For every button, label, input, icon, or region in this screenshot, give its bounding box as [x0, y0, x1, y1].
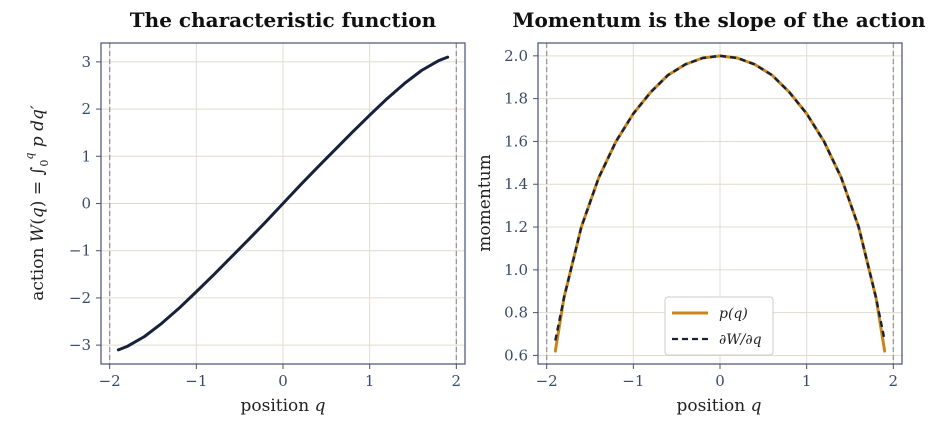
- x-tick-label: 2: [452, 372, 462, 390]
- x-tick-label: 2: [889, 372, 899, 390]
- chart-panel-action: The characteristic function −2 −1 0 1 2 −3 −2…: [23, 8, 466, 416]
- boundary-lines: [546, 43, 894, 364]
- plot-area: [553, 54, 887, 353]
- x-tick-label: −1: [185, 372, 207, 390]
- y-tick-label: −3: [69, 336, 91, 354]
- x-tick-label: −2: [536, 372, 558, 390]
- plot-area: [116, 55, 450, 352]
- y-tick-label: 1.0: [504, 261, 528, 279]
- y-tick-label: 0: [81, 195, 91, 213]
- y-tick-label: 0.8: [504, 304, 528, 322]
- x-tick-label: −2: [99, 372, 121, 390]
- x-tick-label: 0: [278, 372, 288, 390]
- y-tick-label: 0.6: [504, 346, 528, 364]
- x-axis-label: position q: [240, 396, 325, 416]
- chart-title: Momentum is the slope of the action: [512, 8, 926, 32]
- legend: p(q) ∂W/∂q: [664, 296, 774, 356]
- x-ticks: −2 −1 0 1 2: [536, 364, 899, 390]
- y-tick-label: −2: [69, 289, 91, 307]
- y-ticks: 0.6 0.8 1.0 1.2 1.4 1.6 1.8 2.0: [504, 47, 538, 364]
- y-tick-label: 1.8: [504, 90, 528, 108]
- series-line: [554, 54, 886, 341]
- y-tick-label: 1.2: [504, 218, 528, 236]
- legend-label-dw: ∂W/∂q: [719, 332, 762, 348]
- y-tick-label: 3: [81, 53, 91, 71]
- y-axis-label: momentum: [475, 154, 495, 251]
- x-tick-label: −1: [622, 372, 644, 390]
- x-ticks: −2 −1 0 1 2: [99, 364, 462, 390]
- y-tick-label: 1.4: [504, 175, 528, 193]
- x-tick-label: 1: [365, 372, 375, 390]
- x-axis-label: position q: [676, 396, 761, 416]
- y-tick-label: 1: [81, 147, 91, 165]
- y-tick-label: 1.6: [504, 132, 528, 150]
- x-tick-label: 0: [715, 372, 725, 390]
- y-tick-label: 2: [81, 100, 91, 118]
- series-line: [116, 55, 450, 352]
- boundary-lines: [109, 43, 457, 364]
- chart-title: The characteristic function: [130, 8, 437, 32]
- y-tick-label: −1: [69, 242, 91, 260]
- y-axis-label: action W(q) = ∫0q p dq′: [23, 105, 51, 301]
- y-ticks: −3 −2 −1 0 1 2 3: [69, 53, 101, 354]
- legend-label-p: p(q): [719, 306, 748, 322]
- x-tick-label: 1: [802, 372, 812, 390]
- y-tick-label: 2.0: [504, 47, 528, 65]
- chart-panel-momentum: Momentum is the slope of the action −2 −1…: [475, 8, 926, 416]
